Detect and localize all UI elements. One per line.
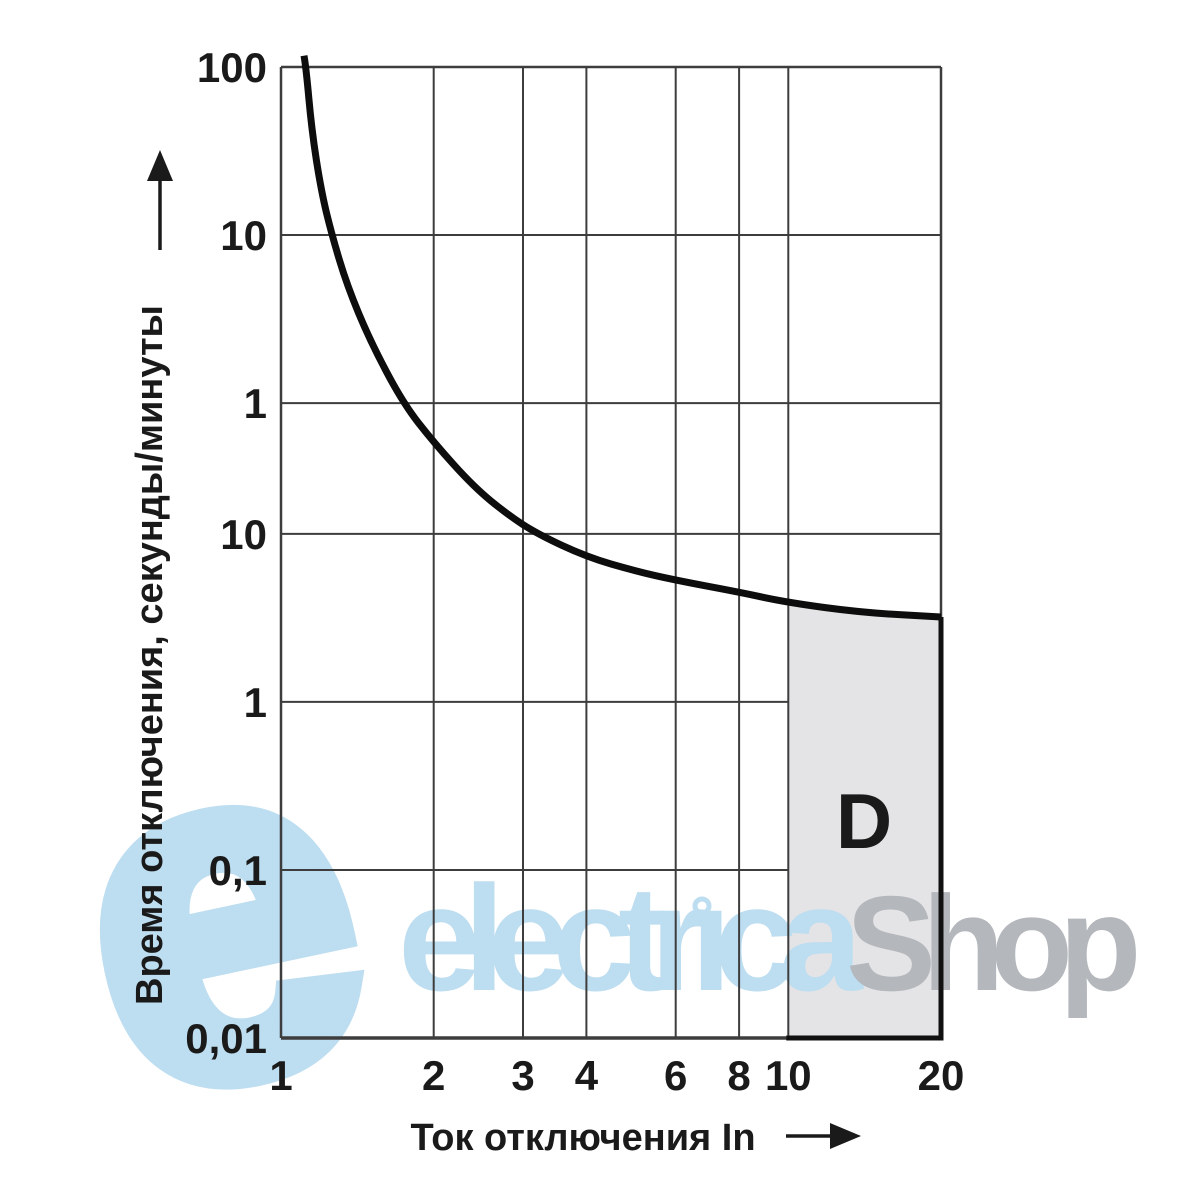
x-tick-label: 2 (422, 1052, 445, 1099)
y-tick-label: 1 (244, 679, 267, 726)
curve-class-label: D (836, 777, 892, 865)
d-region-border (786, 617, 944, 1041)
x-tick-label: 1 (269, 1052, 292, 1099)
x-axis-title: Ток отключения In (410, 1117, 755, 1159)
y-tick-label: 0,1 (209, 847, 267, 894)
x-tick-label: 8 (727, 1052, 750, 1099)
y-tick-label: 100 (197, 44, 267, 91)
watermark-logo-e: e (37, 626, 402, 1194)
x-tick-label: 10 (765, 1052, 812, 1099)
x-tick-label: 6 (664, 1052, 687, 1099)
x-tick-label: 3 (511, 1052, 534, 1099)
d-region (788, 602, 941, 1038)
watermark-brand-shop: Shop (846, 868, 1136, 1019)
up-arrow-icon (147, 150, 173, 250)
trip-curve (300, 55, 942, 621)
y-tick-label: 10 (220, 511, 267, 558)
y-tick-label: 10 (220, 212, 267, 259)
watermark-i-ring-icon (692, 896, 712, 916)
watermark-brand-electrica: electrıca (398, 854, 864, 1022)
x-tick-label: 4 (575, 1052, 599, 1099)
tick-labels: 1 2 3 4 6 8 10 20 100 10 1 10 1 0,1 0,01 (185, 44, 964, 1099)
y-axis-title: Время отключения, секунды/минуты (129, 305, 171, 1005)
d-region-fill (788, 602, 941, 1038)
x-tick-label: 20 (918, 1052, 965, 1099)
y-tick-label: 1 (244, 380, 267, 427)
y-tick-label: 0,01 (185, 1015, 267, 1062)
right-arrow-icon (786, 1123, 861, 1149)
